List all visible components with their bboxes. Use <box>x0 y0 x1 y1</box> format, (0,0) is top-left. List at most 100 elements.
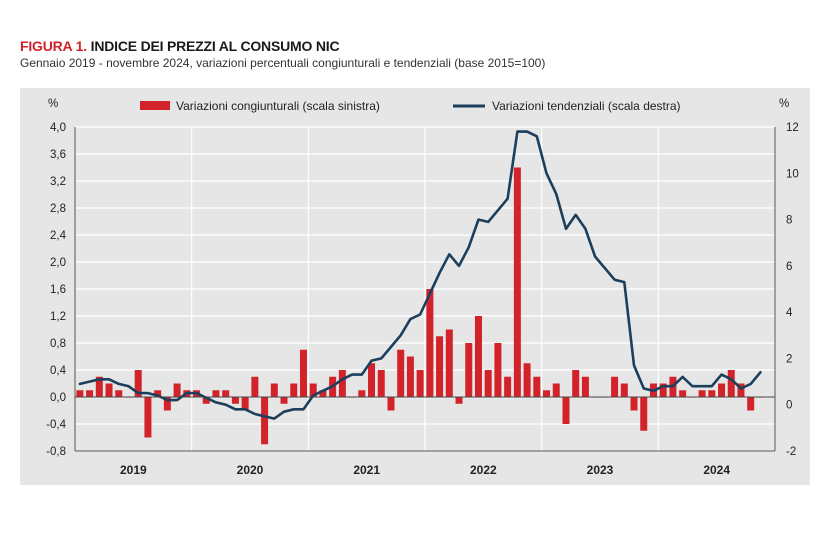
x-year-label: 2022 <box>470 463 497 477</box>
bar <box>611 376 619 397</box>
bar <box>319 390 327 397</box>
x-year-label: 2024 <box>703 463 730 477</box>
y-right-tick-label: 0 <box>786 400 792 412</box>
bar <box>241 397 249 411</box>
y-left-tick-label: -0,4 <box>46 419 66 431</box>
bar <box>299 349 307 397</box>
y-left-tick-label: 2,4 <box>50 230 67 242</box>
y-left-tick-label: 2,8 <box>50 203 66 215</box>
bar <box>406 356 414 397</box>
bar <box>640 397 648 431</box>
legend-label-line: Variazioni tendenziali (scala destra) <box>492 99 681 113</box>
y-right-tick-label: 2 <box>786 353 792 365</box>
bar <box>455 397 463 404</box>
bar <box>95 376 103 397</box>
y-right-tick-label: 4 <box>786 307 793 319</box>
bar <box>737 383 745 397</box>
bar <box>533 376 541 397</box>
bar <box>552 383 560 397</box>
bar <box>231 397 239 404</box>
bar <box>358 390 366 397</box>
bar <box>105 383 113 397</box>
y-left-tick-label: 3,6 <box>50 149 66 161</box>
y-right-unit: % <box>779 98 789 110</box>
y-left-tick-label: 1,6 <box>50 284 66 296</box>
bar <box>154 390 162 397</box>
bar <box>572 370 580 397</box>
chart-subtitle: Gennaio 2019 - novembre 2024, variazioni… <box>20 56 546 70</box>
x-year-label: 2020 <box>237 463 264 477</box>
y-left-tick-label: 0,8 <box>50 338 66 350</box>
bar <box>513 167 521 397</box>
bar <box>630 397 638 411</box>
bar <box>659 383 667 397</box>
axes: 4,0 3,6 3,2 2,8 2,4 2,0 1,6 1,2 0,8 0,4 0,0 -0,4 -0,… <box>46 98 799 477</box>
figure-title: INDICE DEI PREZZI AL CONSUMO NIC <box>90 38 340 54</box>
y-left-unit: % <box>48 98 58 110</box>
y-left-tick-label: 0,0 <box>50 392 66 404</box>
bar <box>173 383 181 397</box>
bar <box>474 316 482 397</box>
bar <box>290 383 298 397</box>
bar <box>377 370 385 397</box>
bar <box>163 397 171 411</box>
bar <box>465 343 473 397</box>
bar <box>222 390 230 397</box>
bar <box>309 383 317 397</box>
bar <box>115 390 123 397</box>
y-left-tick-label: 1,2 <box>50 311 66 323</box>
y-right-tick-label: 12 <box>786 122 799 134</box>
bar <box>679 390 687 397</box>
y-right-tick-label: 6 <box>786 261 792 273</box>
figure-heading: FIGURA 1. INDICE DEI PREZZI AL CONSUMO N… <box>20 38 545 70</box>
bar <box>708 390 716 397</box>
y-left-tick-label: 3,2 <box>50 176 66 188</box>
x-year-label: 2023 <box>587 463 614 477</box>
bar <box>484 370 492 397</box>
bar <box>581 376 589 397</box>
line-tendenziali <box>78 130 762 420</box>
bar <box>562 397 570 424</box>
bar <box>76 390 84 397</box>
y-right-tick-label: -2 <box>786 446 796 458</box>
x-year-label: 2021 <box>353 463 380 477</box>
bar <box>543 390 551 397</box>
x-year-label: 2019 <box>120 463 147 477</box>
chart-title: FIGURA 1. INDICE DEI PREZZI AL CONSUMO N… <box>20 38 545 54</box>
bar <box>134 370 142 397</box>
bar <box>747 397 755 411</box>
bar <box>523 363 531 397</box>
bar <box>426 289 434 397</box>
bar <box>445 329 453 397</box>
y-left-tick-label: 4,0 <box>50 122 66 134</box>
bar <box>387 397 395 411</box>
y-right-tick-label: 10 <box>786 168 799 180</box>
y-right-tick-label: 8 <box>786 215 792 227</box>
bar <box>270 383 278 397</box>
bar <box>416 370 424 397</box>
bar <box>212 390 220 397</box>
bar <box>144 397 152 438</box>
bar <box>718 383 726 397</box>
legend-label-bars: Variazioni congiunturali (scala sinistra… <box>176 99 380 113</box>
bar <box>261 397 269 445</box>
line-series <box>78 130 762 420</box>
bar <box>620 383 628 397</box>
legend: Variazioni congiunturali (scala sinistra… <box>140 99 681 113</box>
bar <box>338 370 346 397</box>
y-left-tick-label: 0,4 <box>50 365 67 377</box>
bar <box>251 376 259 397</box>
bar <box>368 363 376 397</box>
figure-label: FIGURA 1. <box>20 38 87 54</box>
bar <box>397 349 405 397</box>
bar <box>436 336 444 397</box>
bar <box>202 397 210 404</box>
bar <box>727 370 735 397</box>
bar <box>494 343 502 397</box>
y-left-tick-label: -0,8 <box>46 446 66 458</box>
bar <box>504 376 512 397</box>
grid <box>75 126 775 452</box>
bar <box>86 390 94 397</box>
bar <box>280 397 288 404</box>
